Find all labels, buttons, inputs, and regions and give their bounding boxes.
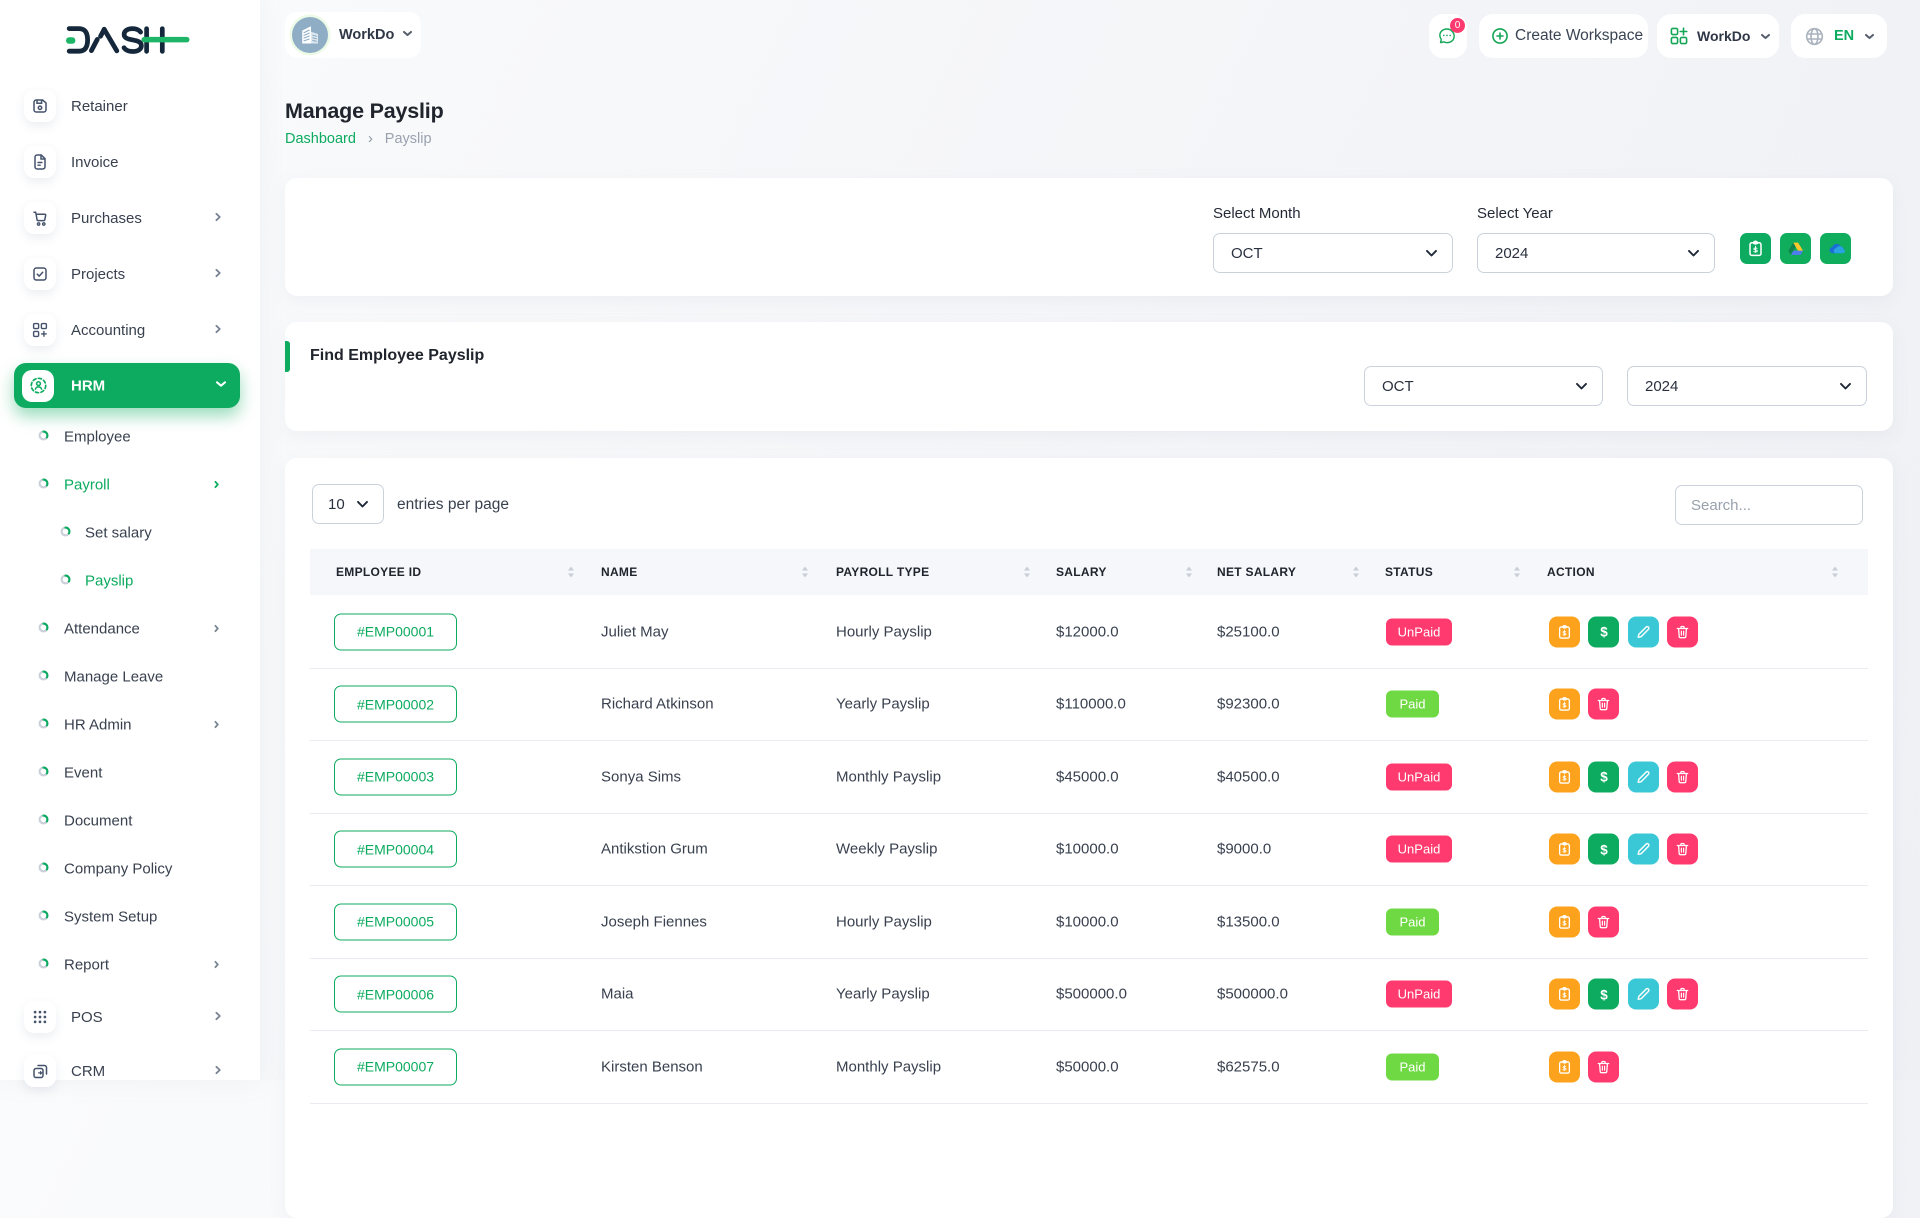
svg-text:$: $ (1600, 625, 1608, 640)
svg-text:$: $ (1600, 987, 1608, 1002)
svg-text:$: $ (1600, 770, 1608, 785)
svg-text:$: $ (1600, 842, 1608, 857)
